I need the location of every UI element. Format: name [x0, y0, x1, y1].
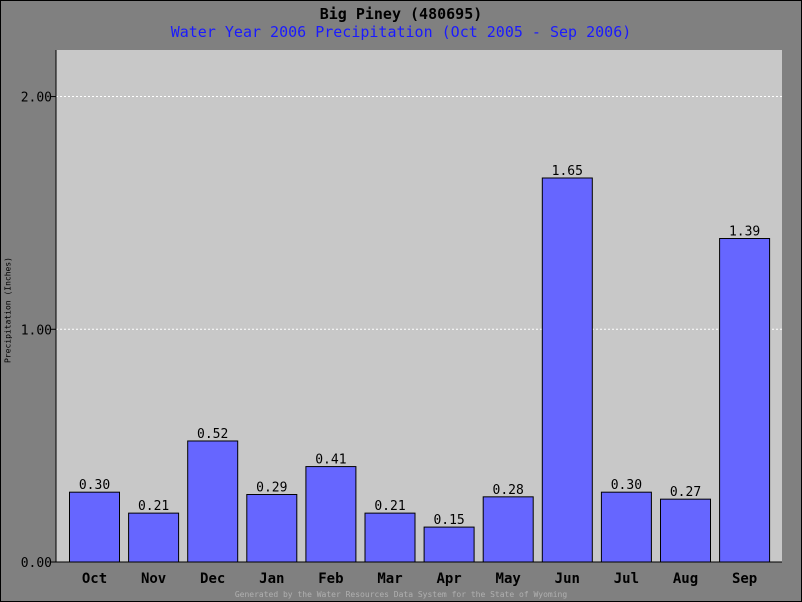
- bar-dec: [187, 440, 239, 563]
- bar-feb: [305, 466, 357, 563]
- data-label: 0.52: [197, 427, 228, 442]
- bar-may: [482, 496, 534, 563]
- x-tick-label: Oct: [82, 571, 107, 587]
- data-label: 0.41: [315, 453, 346, 468]
- x-tick-label: Sep: [732, 571, 757, 587]
- data-label: 0.30: [79, 478, 110, 493]
- bar-jul: [600, 491, 652, 563]
- data-label: 0.27: [670, 485, 701, 500]
- data-label: 0.21: [374, 499, 405, 514]
- bar-jan: [246, 494, 298, 563]
- x-tick-label: Jun: [555, 571, 580, 587]
- plot-area: [56, 50, 782, 562]
- y-tick-label: 1.00: [21, 323, 52, 338]
- data-label: 0.28: [493, 483, 524, 498]
- data-label: 0.15: [433, 513, 464, 528]
- bar-sep: [719, 238, 771, 563]
- x-tick-label: Mar: [377, 571, 402, 587]
- bar-nov: [128, 512, 180, 563]
- x-tick-label: May: [496, 571, 522, 587]
- y-tick-label: 2.00: [21, 91, 52, 106]
- data-label: 0.30: [611, 478, 642, 493]
- bar-aug: [660, 498, 711, 563]
- data-label: 0.21: [138, 499, 169, 514]
- x-tick-label: Nov: [141, 571, 166, 587]
- data-label: 0.29: [256, 481, 287, 496]
- x-tick-label: Aug: [673, 571, 698, 587]
- chart-subtitle: Water Year 2006 Precipitation (Oct 2005 …: [170, 23, 632, 41]
- bar-oct: [69, 491, 120, 563]
- x-tick-label: Apr: [436, 571, 461, 587]
- bar-jun: [541, 177, 593, 563]
- x-tick-label: Feb: [318, 571, 343, 587]
- data-label: 1.65: [552, 164, 583, 179]
- x-tick-label: Dec: [200, 571, 225, 587]
- x-tick-label: Jul: [614, 571, 639, 587]
- y-tick-label: 0.00: [21, 556, 52, 571]
- data-label: 1.39: [729, 225, 760, 240]
- footer-credit: Generated by the Water Resources Data Sy…: [234, 590, 568, 599]
- bar-apr: [423, 526, 475, 563]
- bar-mar: [364, 512, 416, 563]
- chart-title: Big Piney (480695): [319, 5, 483, 23]
- x-tick-label: Jan: [259, 571, 284, 587]
